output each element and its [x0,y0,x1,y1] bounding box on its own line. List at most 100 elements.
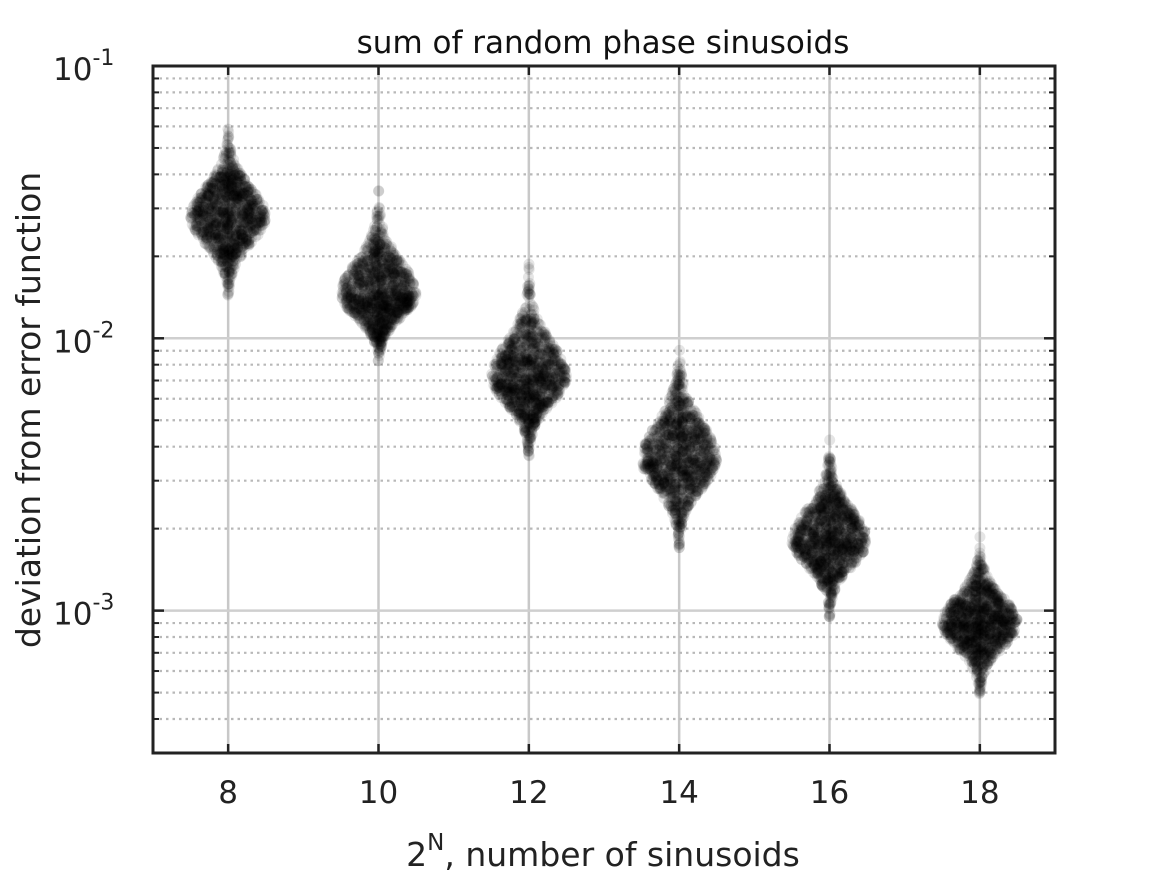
data-point [531,313,543,325]
data-point [194,214,206,226]
data-point [250,189,262,201]
data-point [238,190,250,202]
data-point [353,294,365,306]
data-point [233,228,245,240]
data-point [222,278,234,290]
data-point [228,154,240,166]
data-point [534,372,546,384]
data-point [227,209,239,221]
data-point [227,230,239,242]
data-point [218,249,230,261]
data-point [226,161,238,173]
data-point [224,197,236,209]
data-point [231,190,243,202]
data-point [236,214,248,226]
data-point [189,223,201,235]
data-point [223,191,235,203]
data-point [221,223,233,235]
data-point [235,172,247,184]
data-point [232,177,244,189]
data-point [237,210,249,222]
data-point [238,173,250,185]
data-point [242,214,254,226]
data-point [236,232,248,244]
data-point [222,216,234,228]
data-point [220,189,232,201]
data-point [231,240,243,252]
data-point [214,236,226,248]
data-point [219,182,231,194]
data-point [246,218,258,230]
data-point [222,289,234,301]
data-point [203,207,215,219]
data-point [219,222,231,234]
data-point [223,281,235,293]
data-point [243,234,255,246]
data-point [680,469,692,481]
data-point [188,207,200,219]
data-point [225,194,237,206]
data-point [258,208,270,220]
data-point [219,267,231,279]
data-point [228,239,240,251]
data-point [190,204,202,216]
data-point [229,240,241,252]
data-point [227,255,239,267]
data-point [234,234,246,246]
data-point [523,261,535,273]
data-point [200,187,212,199]
data-point [204,225,216,237]
data-point [223,267,235,279]
data-point [221,278,233,290]
data-point [246,231,258,243]
data-point [214,247,226,259]
data-point [524,436,536,448]
data-point [501,358,513,370]
data-point [219,241,231,253]
data-point [240,235,252,247]
data-point [222,257,234,269]
data-point [235,242,247,254]
data-point [223,244,235,256]
data-point [214,245,226,257]
data-point [242,213,254,225]
data-point [225,216,237,228]
data-point [375,303,387,315]
data-point [208,176,220,188]
data-point [347,306,359,318]
data-point [223,188,235,200]
data-point [212,228,224,240]
data-point [228,263,240,275]
data-point [218,245,230,257]
data-point [226,260,238,272]
data-point [235,216,247,228]
data-point [403,290,415,302]
data-point [202,211,214,223]
data-point [227,190,239,202]
data-point [217,252,229,264]
data-point [546,343,558,355]
data-point [225,268,237,280]
data-point [215,177,227,189]
data-point [189,198,201,210]
data-point [206,177,218,189]
data-point [247,200,259,212]
data-point [215,255,227,267]
data-point [686,432,698,444]
data-point [245,223,257,235]
data-point [209,217,221,229]
data-point [255,216,267,228]
data-point [216,166,228,178]
data-point [197,192,209,204]
data-point [374,229,386,241]
data-point [230,246,242,258]
data-point [202,225,214,237]
data-point [223,250,235,262]
data-point [216,222,228,234]
data-point [243,234,255,246]
data-point [204,231,216,243]
data-point [219,242,231,254]
data-point [216,232,228,244]
data-point [205,205,217,217]
data-point [214,171,226,183]
